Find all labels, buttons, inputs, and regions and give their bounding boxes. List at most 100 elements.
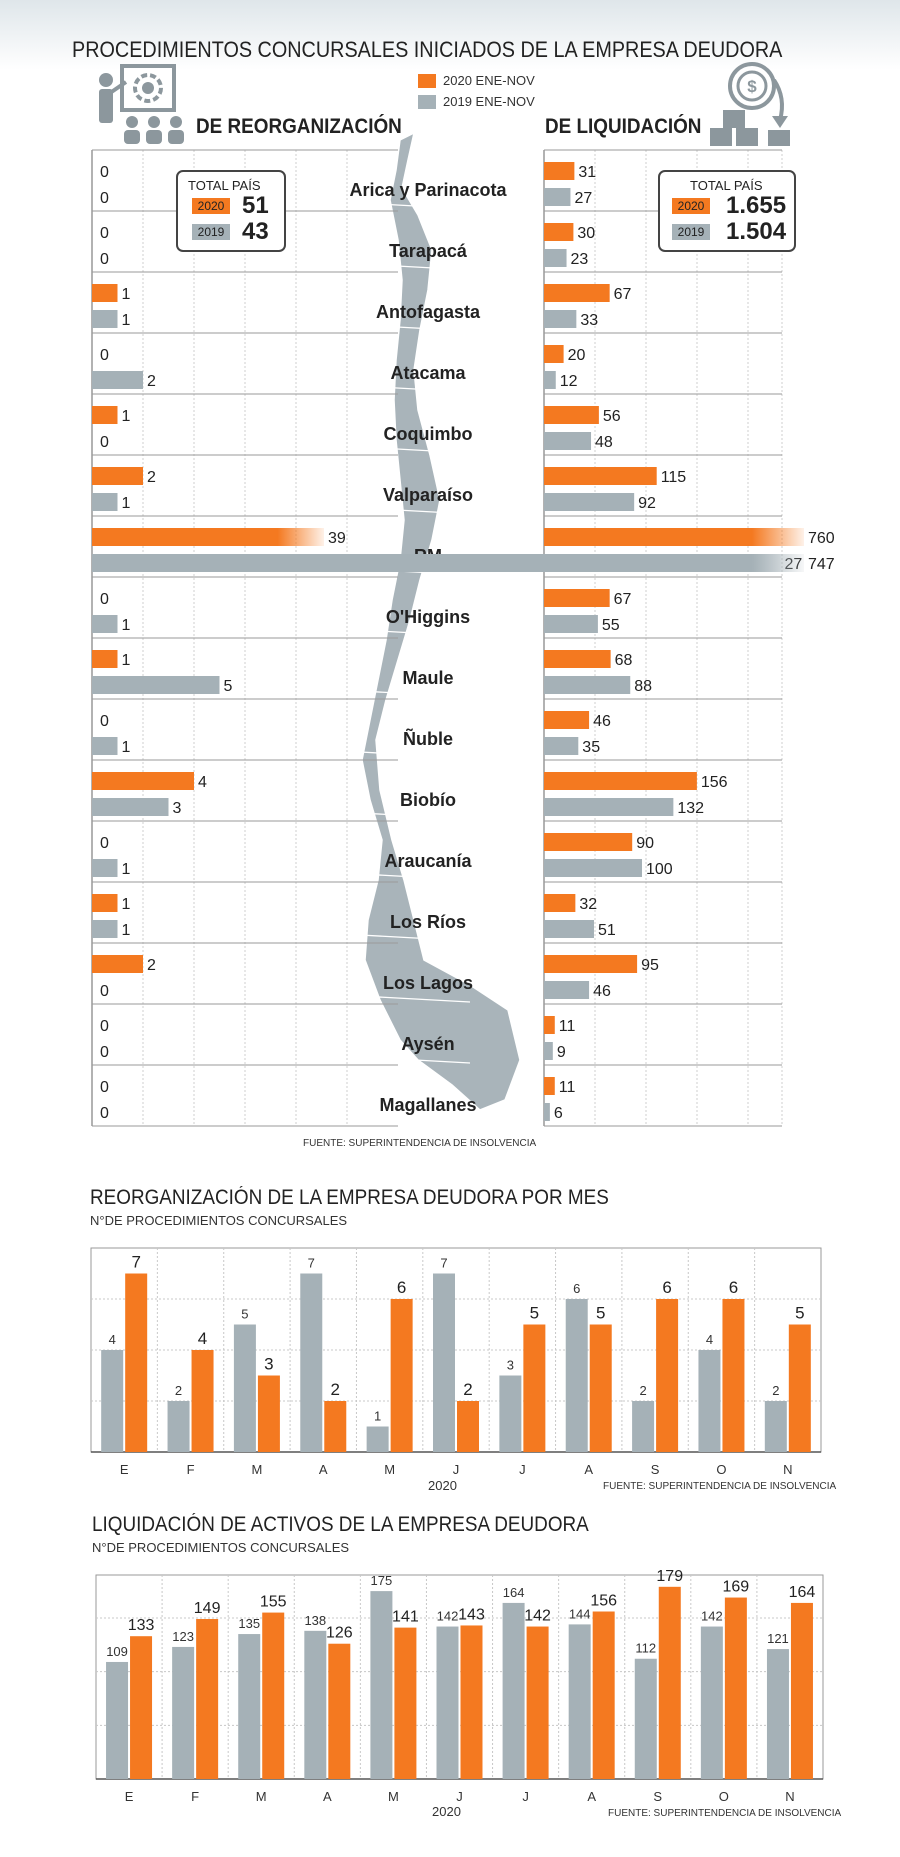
liq-value-orange-2020: 156 — [701, 774, 728, 791]
liq-value-gray-2019: 48 — [595, 434, 613, 451]
bar-orange — [724, 1597, 747, 1779]
liq-value-orange-2020: 90 — [636, 835, 654, 852]
liq-value-orange-2020: 11 — [559, 1079, 576, 1096]
liq-bar-gray-2019 — [544, 554, 804, 572]
reorg-value-gray-2019: 0 — [100, 434, 109, 451]
liq-value-gray-2019: 12 — [560, 373, 578, 390]
month-tick-label: A — [584, 1462, 593, 1477]
bar-orange — [196, 1619, 219, 1779]
liq-value-orange-2020: 115 — [661, 469, 687, 486]
month-tick-label: O — [716, 1462, 726, 1477]
value-label-gray: 6 — [573, 1281, 580, 1296]
value-label-orange: 142 — [524, 1608, 551, 1625]
value-label-orange: 149 — [194, 1600, 221, 1617]
value-label-orange: 2 — [463, 1380, 472, 1399]
value-label-orange: 164 — [789, 1584, 816, 1601]
liq-bar-gray-2019 — [544, 737, 579, 755]
bar-orange — [790, 1602, 813, 1779]
value-label-gray: 175 — [371, 1573, 393, 1588]
value-label-orange: 6 — [729, 1278, 738, 1297]
reorg-value-orange-2020: 1 — [122, 286, 131, 303]
total-year-2020: 2020 — [192, 198, 230, 214]
map-region-border — [359, 507, 471, 515]
value-label-orange: 143 — [458, 1606, 485, 1623]
bar-orange — [328, 1643, 351, 1779]
money-boxes-icon: $ — [710, 62, 790, 146]
liq-value-orange-2020: 95 — [641, 957, 659, 974]
month-tick-label: J — [456, 1789, 463, 1804]
map-region-border — [359, 1056, 471, 1064]
month-tick-label: F — [191, 1789, 199, 1804]
region-label: Magallanes — [379, 1095, 476, 1115]
reorg-bar-gray-2019 — [92, 859, 118, 877]
reorg-value-orange-2020: 39 — [328, 530, 346, 547]
bar-gray — [304, 1630, 327, 1779]
month-tick-label: M — [256, 1789, 267, 1804]
liq-bar-orange-2020 — [544, 833, 633, 851]
value-label-orange: 5 — [596, 1304, 605, 1323]
month-tick-label: M — [384, 1462, 395, 1477]
reorg-bar-orange-2020 — [92, 528, 324, 546]
bar-orange — [394, 1627, 417, 1779]
legend-swatch-2020 — [418, 74, 436, 88]
reorg-value-orange-2020: 0 — [100, 225, 109, 242]
bar-orange — [257, 1375, 280, 1452]
bar-gray — [565, 1299, 588, 1452]
total-liquidacion-box: TOTAL PAÍS 2020 1.655 2019 1.504 — [658, 170, 796, 252]
value-label-orange: 2 — [331, 1380, 340, 1399]
reorg-value-orange-2020: 0 — [100, 591, 109, 608]
value-label-gray: 109 — [106, 1644, 128, 1659]
reorg-value-orange-2020: 0 — [100, 347, 109, 364]
reorg-bar-orange-2020 — [92, 284, 118, 302]
reorg-bar-gray-2019 — [92, 615, 118, 633]
value-label-orange: 133 — [128, 1617, 155, 1634]
reorg-value-gray-2019: 5 — [224, 678, 233, 695]
region-label: Biobío — [400, 790, 456, 810]
reorg-bar-gray-2019 — [92, 371, 143, 389]
liq-value-orange-2020: 11 — [559, 1018, 576, 1035]
reorg-bar-orange-2020 — [92, 467, 143, 485]
reorg-bar-gray-2019 — [92, 493, 118, 511]
liq-value-gray-2019: 23 — [571, 251, 589, 268]
month-tick-label: J — [453, 1462, 460, 1477]
value-label-gray: 142 — [437, 1609, 459, 1624]
liq-bar-orange-2020 — [544, 345, 564, 363]
liq-value-gray-2019: 33 — [580, 312, 598, 329]
liq-bar-gray-2019 — [544, 981, 590, 999]
bar-gray — [233, 1324, 256, 1452]
liq-value-gray-2019: 46 — [593, 983, 611, 1000]
map-region-border — [359, 629, 471, 637]
reorg-bar-gray-2019 — [92, 676, 220, 694]
total-year-2019: 2019 — [192, 224, 230, 240]
liq-bar-gray-2019 — [544, 249, 567, 267]
liq-bar-gray-2019 — [544, 371, 556, 389]
bar-gray — [167, 1401, 190, 1452]
month-tick-label: A — [323, 1789, 332, 1804]
liq-month-title: LIQUIDACIÓN DE ACTIVOS DE LA EMPRESA DEU… — [92, 1513, 589, 1536]
total-year-2019: 2019 — [672, 224, 710, 240]
value-label-orange: 3 — [264, 1355, 273, 1374]
reorg-value-orange-2020: 2 — [147, 469, 156, 486]
reorg-value-orange-2020: 0 — [100, 835, 109, 852]
liq-value-gray-2019: 35 — [582, 739, 600, 756]
liq-value-orange-2020: 32 — [579, 896, 597, 913]
liq-bar-orange-2020 — [544, 711, 590, 729]
liq-month-subtitle: N°DE PROCEDIMIENTOS CONCURSALES — [92, 1540, 350, 1555]
value-label-orange: 179 — [656, 1568, 683, 1585]
reorg-bar-gray-2019 — [92, 310, 118, 328]
liq-value-gray-2019: 6 — [554, 1105, 563, 1122]
liq-value-orange-2020: 31 — [578, 164, 596, 181]
total-liq-2020: 1.655 — [726, 192, 787, 219]
bar-gray — [101, 1350, 124, 1452]
liq-value-gray-2019: 9 — [557, 1044, 566, 1061]
legend-label-2019: 2019 ENE-NOV — [443, 94, 535, 109]
total-reorg-2020: 51 — [242, 192, 269, 219]
value-label-gray: 138 — [304, 1613, 326, 1628]
reorg-value-gray-2019: 2 — [147, 373, 156, 390]
bar-orange — [460, 1625, 483, 1779]
legend-label-2020: 2020 ENE-NOV — [443, 73, 535, 88]
bar-gray — [764, 1401, 787, 1452]
bar-gray — [370, 1591, 393, 1779]
liq-bar-orange-2020 — [544, 284, 610, 302]
